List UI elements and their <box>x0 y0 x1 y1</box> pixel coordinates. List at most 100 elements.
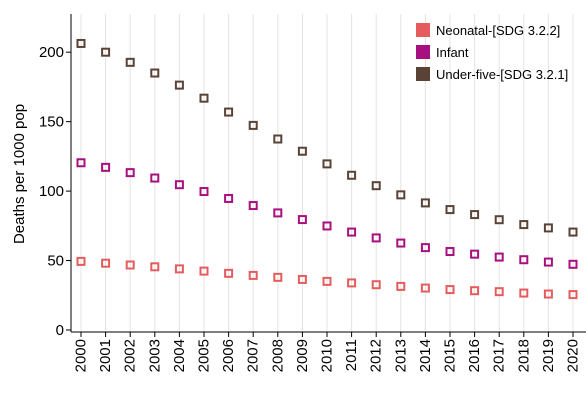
data-point <box>248 120 258 130</box>
data-point <box>199 266 209 276</box>
data-point <box>445 285 455 295</box>
data-point <box>568 290 578 300</box>
x-tick-label: 2010 <box>319 339 336 372</box>
x-tick-label: 2020 <box>565 339 582 372</box>
data-point <box>125 168 135 178</box>
legend-item: Under-five-[SDG 3.2.1] <box>416 67 568 82</box>
x-tick-label: 2004 <box>171 339 188 372</box>
legend-item: Infant <box>416 45 469 60</box>
x-tick-label: 2018 <box>515 339 532 372</box>
x-axis-ticks: 2000 2001 2002 2003 2004 2005 2006 2007 2008 2009… <box>73 332 582 372</box>
data-point <box>248 201 258 211</box>
x-tick-label: 2000 <box>73 339 90 372</box>
y-tick-label: 100 <box>39 183 64 200</box>
x-tick-label: 2017 <box>491 339 508 372</box>
data-point <box>76 38 86 48</box>
data-point <box>224 107 234 117</box>
x-tick-label: 2012 <box>368 339 385 372</box>
data-point <box>224 193 234 203</box>
legend-item: Neonatal-[SDG 3.2.2] <box>416 23 560 38</box>
data-point <box>174 80 184 90</box>
x-tick-label: 2009 <box>294 339 311 372</box>
x-tick-label: 2008 <box>269 339 286 372</box>
data-point <box>101 258 111 268</box>
y-tick-label: 0 <box>56 322 64 339</box>
x-tick-label: 2005 <box>196 339 213 372</box>
x-tick-label: 2014 <box>417 339 434 372</box>
data-point <box>273 208 283 218</box>
data-point <box>445 247 455 257</box>
legend: Neonatal-[SDG 3.2.2] Infant Under-five-[SD… <box>416 23 568 82</box>
x-tick-label: 2002 <box>122 339 139 372</box>
x-tick-label: 2006 <box>220 339 237 372</box>
data-point <box>199 187 209 197</box>
data-point <box>396 190 406 200</box>
data-point <box>76 158 86 168</box>
data-point <box>519 255 529 265</box>
legend-swatch <box>416 67 430 81</box>
x-tick-label: 2011 <box>343 339 360 371</box>
data-point <box>371 280 381 290</box>
x-tick-label: 2013 <box>392 339 409 372</box>
data-point <box>371 181 381 191</box>
data-point <box>470 249 480 259</box>
y-tick-label: 200 <box>39 44 64 61</box>
data-point <box>273 272 283 282</box>
data-point <box>543 257 553 267</box>
series-3 <box>76 38 578 237</box>
data-point <box>76 256 86 266</box>
data-point <box>519 220 529 230</box>
data-point <box>543 223 553 233</box>
data-point <box>174 180 184 190</box>
data-point <box>470 210 480 220</box>
y-axis-title: Deaths per 1000 pop <box>11 104 28 244</box>
data-point <box>543 289 553 299</box>
data-point <box>347 170 357 180</box>
data-point <box>273 134 283 144</box>
data-point <box>125 260 135 270</box>
data-point <box>150 173 160 183</box>
data-point <box>371 233 381 243</box>
legend-label: Under-five-[SDG 3.2.1] <box>436 67 568 82</box>
data-point <box>347 227 357 237</box>
series-2 <box>76 158 578 269</box>
data-point <box>150 262 160 272</box>
y-axis-ticks: 050100150200250 <box>39 44 71 339</box>
data-point <box>494 287 504 297</box>
data-point <box>568 259 578 269</box>
data-point <box>322 276 332 286</box>
data-point <box>297 274 307 284</box>
data-point <box>568 227 578 237</box>
data-point <box>248 270 258 280</box>
data-point <box>150 68 160 78</box>
data-point <box>347 278 357 288</box>
data-point <box>396 238 406 248</box>
data-point <box>199 93 209 103</box>
data-point <box>224 268 234 278</box>
x-tick-label: 2007 <box>245 339 262 372</box>
data-point <box>445 205 455 215</box>
data-point <box>297 146 307 156</box>
data-point <box>396 281 406 291</box>
legend-swatch <box>416 23 430 37</box>
y-tick-label: 150 <box>39 114 64 131</box>
x-tick-label: 2001 <box>97 339 114 372</box>
legend-swatch <box>416 45 430 59</box>
data-point <box>297 215 307 225</box>
y-tick-label: 50 <box>47 253 64 270</box>
grid-layer <box>80 14 574 332</box>
x-tick-label: 2016 <box>466 339 483 372</box>
x-tick-label: 2019 <box>540 339 557 372</box>
data-point <box>494 252 504 262</box>
legend-label: Neonatal-[SDG 3.2.2] <box>436 23 560 38</box>
data-point <box>420 283 430 293</box>
data-point <box>420 198 430 208</box>
data-points <box>76 38 578 300</box>
data-point <box>322 221 332 231</box>
data-point <box>494 215 504 225</box>
legend-label: Infant <box>436 45 469 60</box>
data-point <box>101 47 111 57</box>
data-point <box>101 162 111 172</box>
data-point <box>125 57 135 67</box>
